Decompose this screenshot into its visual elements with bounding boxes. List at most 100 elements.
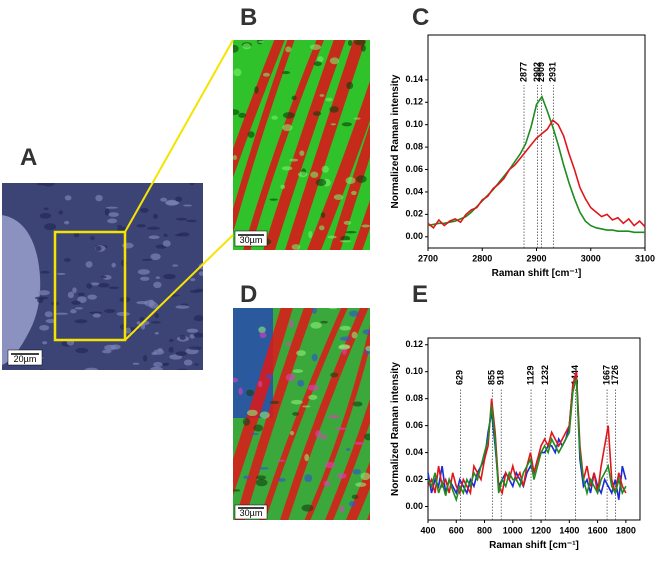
texture bbox=[324, 461, 336, 469]
texture bbox=[238, 112, 247, 118]
texture bbox=[198, 271, 203, 276]
texture bbox=[150, 366, 163, 370]
texture bbox=[257, 380, 263, 388]
texture bbox=[87, 294, 98, 300]
texture bbox=[153, 349, 165, 355]
zoom-box bbox=[53, 230, 127, 342]
texture bbox=[163, 273, 176, 280]
texture bbox=[290, 399, 303, 405]
texture bbox=[308, 394, 318, 400]
texture bbox=[299, 150, 305, 156]
texture bbox=[153, 361, 163, 367]
texture bbox=[277, 459, 286, 462]
y-tick-label: 0.08 bbox=[405, 141, 423, 151]
texture bbox=[246, 389, 255, 397]
y-tick-label: 0.06 bbox=[405, 420, 423, 430]
texture bbox=[345, 176, 356, 184]
texture bbox=[338, 345, 350, 350]
texture bbox=[253, 424, 263, 432]
texture bbox=[137, 269, 150, 275]
texture bbox=[168, 346, 174, 353]
texture bbox=[44, 311, 53, 318]
texture bbox=[352, 468, 361, 475]
texture bbox=[356, 175, 367, 183]
y-tick-label: 0.10 bbox=[405, 119, 423, 129]
texture bbox=[304, 325, 370, 520]
spectrum-line bbox=[427, 94, 645, 234]
texture bbox=[262, 72, 270, 77]
peak-label: 1129 bbox=[525, 365, 535, 385]
texture bbox=[95, 245, 102, 252]
texture bbox=[125, 327, 132, 334]
texture bbox=[77, 292, 86, 297]
texture bbox=[291, 244, 301, 250]
texture bbox=[104, 344, 117, 351]
texture bbox=[315, 178, 327, 187]
texture bbox=[312, 111, 322, 116]
texture bbox=[58, 210, 63, 215]
texture bbox=[150, 253, 161, 261]
texture bbox=[242, 417, 251, 426]
texture bbox=[71, 300, 81, 305]
texture bbox=[339, 239, 351, 243]
texture bbox=[136, 301, 149, 305]
texture bbox=[271, 115, 278, 120]
texture bbox=[175, 196, 183, 202]
texture bbox=[355, 482, 367, 487]
texture bbox=[179, 335, 186, 340]
texture bbox=[257, 40, 264, 44]
texture bbox=[233, 40, 295, 234]
texture bbox=[280, 308, 369, 520]
peak-label: 629 bbox=[455, 370, 465, 385]
texture bbox=[97, 282, 110, 288]
texture bbox=[90, 236, 95, 241]
texture bbox=[364, 433, 370, 441]
texture bbox=[189, 183, 195, 186]
texture bbox=[39, 369, 45, 370]
texture bbox=[86, 371, 90, 374]
texture bbox=[233, 155, 237, 161]
texture bbox=[233, 489, 241, 492]
y-tick-label: 0.02 bbox=[405, 209, 423, 219]
texture bbox=[56, 272, 66, 275]
texture bbox=[238, 387, 243, 395]
texture bbox=[249, 432, 260, 436]
y-tick-label: 0.12 bbox=[405, 97, 423, 107]
texture bbox=[67, 291, 75, 299]
texture bbox=[153, 281, 162, 288]
texture bbox=[117, 224, 122, 228]
x-tick-label: 800 bbox=[477, 525, 492, 535]
texture bbox=[188, 346, 203, 350]
texture bbox=[341, 122, 352, 127]
texture bbox=[105, 206, 119, 209]
texture bbox=[289, 320, 294, 329]
texture bbox=[313, 61, 322, 67]
scale-bar-label: 30µm bbox=[240, 235, 263, 245]
texture bbox=[164, 362, 170, 366]
texture bbox=[285, 342, 292, 346]
texture bbox=[320, 320, 328, 324]
texture bbox=[84, 367, 99, 370]
texture bbox=[166, 200, 180, 206]
texture bbox=[292, 369, 304, 373]
texture bbox=[351, 190, 357, 196]
texture bbox=[175, 217, 188, 221]
texture bbox=[176, 368, 188, 370]
texture bbox=[72, 287, 77, 294]
texture bbox=[95, 194, 103, 202]
texture bbox=[291, 95, 297, 101]
texture bbox=[353, 117, 361, 120]
x-tick-label: 1600 bbox=[588, 525, 608, 535]
texture bbox=[310, 322, 322, 329]
peak-label: 2902 bbox=[532, 62, 542, 82]
texture bbox=[346, 81, 354, 90]
texture bbox=[304, 474, 313, 483]
texture bbox=[37, 290, 50, 296]
texture bbox=[118, 369, 121, 370]
texture bbox=[320, 434, 328, 440]
texture bbox=[285, 46, 292, 53]
texture bbox=[334, 427, 347, 430]
y-tick-label: 0.02 bbox=[405, 474, 423, 484]
texture bbox=[277, 478, 286, 482]
panel-label: E bbox=[412, 281, 428, 308]
